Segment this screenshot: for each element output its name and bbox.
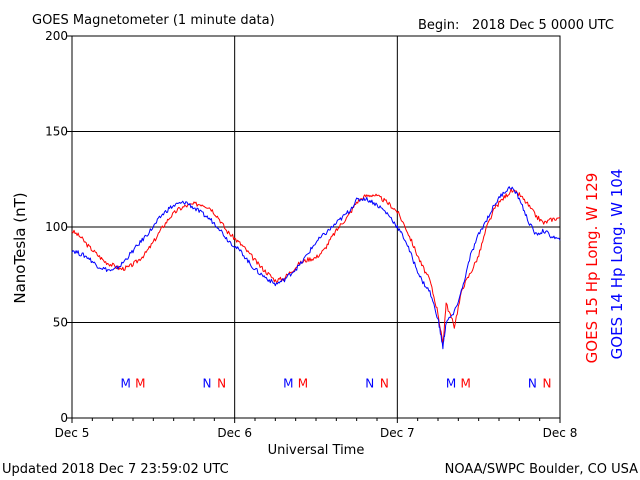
mn-marker: N [542,376,551,390]
series-group [71,186,561,350]
x-tick-label: Dec 8 [543,426,578,440]
x-tick-label: Dec 5 [55,426,90,440]
y-tick-labels: 0 50 100 150 200 [45,29,68,425]
mn-marker: M [298,376,308,390]
y-tick-label: 100 [45,220,68,234]
mn-marker: N [365,376,374,390]
updated-timestamp: Updated 2018 Dec 7 23:59:02 UTC [2,462,229,477]
chart-title: GOES Magnetometer (1 minute data) [32,13,275,28]
mn-marker: N [203,376,212,390]
mn-marker: M [135,376,145,390]
series-line-goes15 [71,188,561,347]
mn-marker: M [460,376,470,390]
begin-label: Begin: [418,18,459,33]
mn-marker: N [380,376,389,390]
x-tick-labels: Dec 5 Dec 6 Dec 7 Dec 8 [55,426,578,440]
axis-ticks [67,35,561,423]
x-tick-label: Dec 7 [380,426,415,440]
mn-marker: M [446,376,456,390]
mn-marker: N [528,376,537,390]
x-axis-title: Universal Time [268,443,365,458]
begin-value: 2018 Dec 5 0000 UTC [472,18,614,33]
legend-goes15: GOES 15 Hp Long. W 129 [583,173,601,364]
series-line-goes14 [71,186,561,350]
y-tick-label: 150 [45,125,68,139]
mn-marker: N [217,376,226,390]
mn-marker: M [283,376,293,390]
y-tick-label: 200 [45,29,68,43]
mn-marker: M [121,376,131,390]
y-tick-label: 0 [60,411,68,425]
y-tick-label: 50 [53,316,68,330]
x-tick-label: Dec 6 [217,426,252,440]
y-axis-title: NanoTesla (nT) [11,192,29,303]
source-credit: NOAA/SWPC Boulder, CO USA [445,462,638,477]
legend-goes14: GOES 14 Hp Long. W 104 [608,169,626,360]
